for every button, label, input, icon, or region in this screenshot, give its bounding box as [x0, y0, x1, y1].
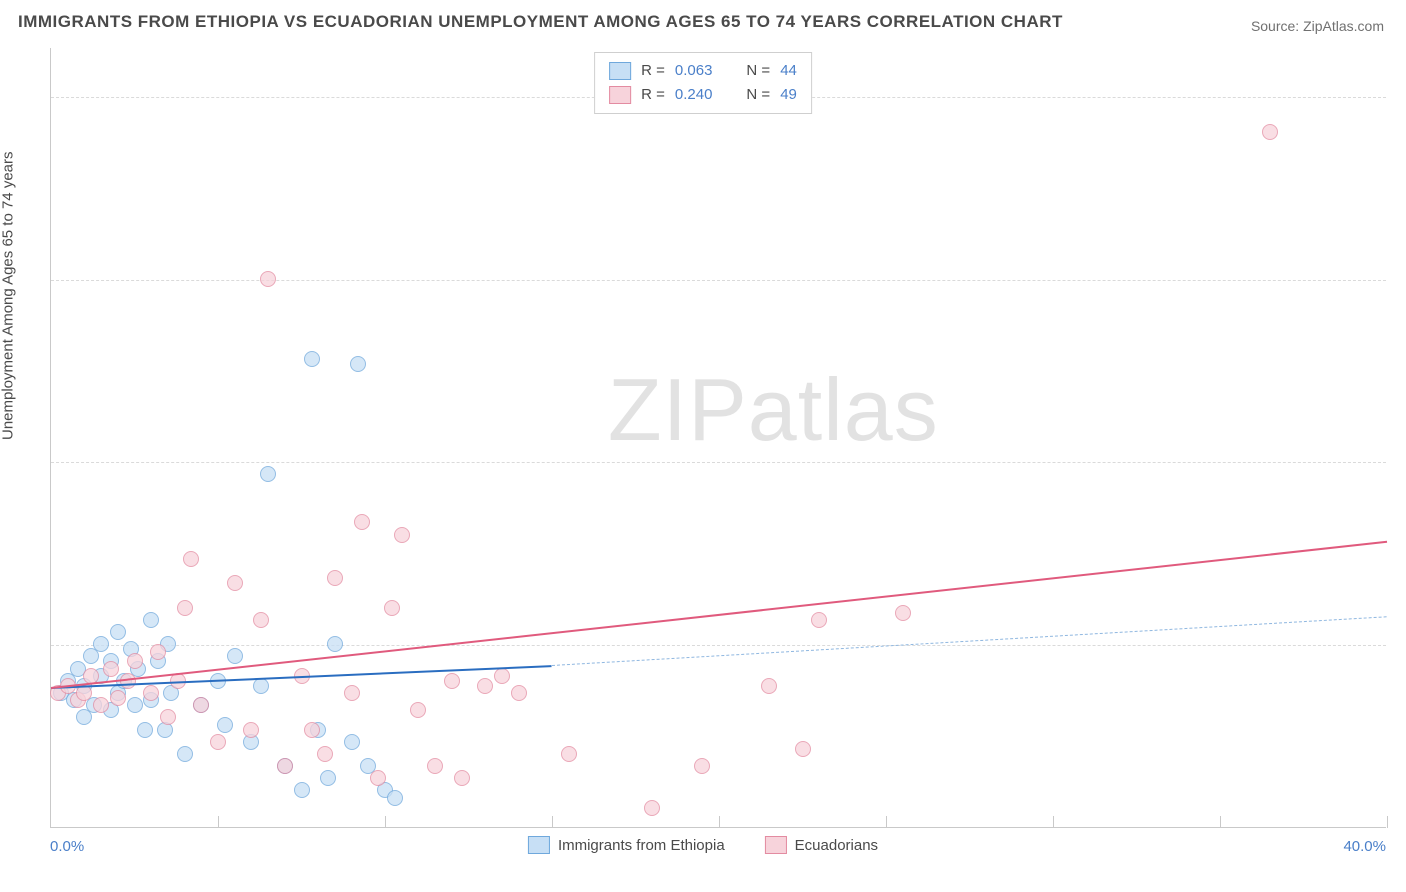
- legend-label: Immigrants from Ethiopia: [558, 837, 725, 854]
- gridline-v: [1387, 816, 1388, 828]
- series-legend: Immigrants from Ethiopia Ecuadorians: [528, 836, 878, 854]
- correlation-legend: R = 0.063 N = 44 R = 0.240 N = 49: [594, 52, 812, 114]
- r-value: 0.063: [675, 59, 713, 83]
- data-point: [143, 685, 159, 701]
- data-point: [253, 612, 269, 628]
- data-point: [494, 668, 510, 684]
- data-point: [177, 600, 193, 616]
- r-label: R =: [641, 59, 665, 83]
- data-point: [227, 575, 243, 591]
- data-point: [243, 722, 259, 738]
- data-point: [561, 746, 577, 762]
- data-point: [227, 648, 243, 664]
- data-point: [304, 722, 320, 738]
- data-point: [193, 697, 209, 713]
- data-point: [350, 356, 366, 372]
- data-point: [127, 653, 143, 669]
- swatch-icon: [528, 836, 550, 854]
- data-point: [811, 612, 827, 628]
- y-tick-label: 15.0%: [1396, 454, 1406, 471]
- data-point: [370, 770, 386, 786]
- data-point: [143, 612, 159, 628]
- data-point: [294, 782, 310, 798]
- legend-stat-row: R = 0.240 N = 49: [609, 83, 797, 107]
- data-point: [444, 673, 460, 689]
- legend-stat-row: R = 0.063 N = 44: [609, 59, 797, 83]
- data-point: [210, 734, 226, 750]
- gridline-v: [1220, 816, 1221, 828]
- data-point: [477, 678, 493, 694]
- data-point: [427, 758, 443, 774]
- data-point: [110, 690, 126, 706]
- data-point: [160, 709, 176, 725]
- r-value: 0.240: [675, 83, 713, 107]
- data-point: [93, 697, 109, 713]
- gridline-v: [218, 816, 219, 828]
- gridline-v: [1053, 816, 1054, 828]
- gridline-h: [51, 645, 1386, 646]
- data-point: [103, 661, 119, 677]
- data-point: [454, 770, 470, 786]
- data-point: [1262, 124, 1278, 140]
- data-point: [795, 741, 811, 757]
- gridline-v: [552, 816, 553, 828]
- data-point: [260, 466, 276, 482]
- source-label: Source: ZipAtlas.com: [1251, 18, 1384, 34]
- data-point: [304, 351, 320, 367]
- data-point: [177, 746, 193, 762]
- legend-item-ecuadorians: Ecuadorians: [765, 836, 878, 854]
- gridline-v: [886, 816, 887, 828]
- x-axis-max-label: 40.0%: [1343, 838, 1386, 855]
- data-point: [344, 734, 360, 750]
- data-point: [317, 746, 333, 762]
- swatch-icon: [765, 836, 787, 854]
- data-point: [260, 271, 276, 287]
- data-point: [387, 790, 403, 806]
- gridline-v: [719, 816, 720, 828]
- y-tick-label: 22.5%: [1396, 271, 1406, 288]
- gridline-h: [51, 462, 1386, 463]
- trend-line: [51, 540, 1387, 688]
- data-point: [761, 678, 777, 694]
- data-point: [183, 551, 199, 567]
- data-point: [137, 722, 153, 738]
- data-point: [150, 644, 166, 660]
- data-point: [511, 685, 527, 701]
- data-point: [93, 636, 109, 652]
- y-tick-label: 30.0%: [1396, 88, 1406, 105]
- chart-title: IMMIGRANTS FROM ETHIOPIA VS ECUADORIAN U…: [18, 12, 1063, 32]
- n-value: 44: [780, 59, 797, 83]
- x-axis-min-label: 0.0%: [50, 838, 84, 855]
- data-point: [394, 527, 410, 543]
- gridline-v: [385, 816, 386, 828]
- data-point: [217, 717, 233, 733]
- data-point: [127, 697, 143, 713]
- trend-line: [552, 616, 1387, 666]
- n-value: 49: [780, 83, 797, 107]
- data-point: [384, 600, 400, 616]
- legend-label: Ecuadorians: [795, 837, 878, 854]
- data-point: [895, 605, 911, 621]
- swatch-icon: [609, 86, 631, 104]
- y-axis-label: Unemployment Among Ages 65 to 74 years: [0, 151, 17, 440]
- data-point: [320, 770, 336, 786]
- n-label: N =: [746, 83, 770, 107]
- data-point: [277, 758, 293, 774]
- swatch-icon: [609, 62, 631, 80]
- data-point: [110, 624, 126, 640]
- r-label: R =: [641, 83, 665, 107]
- data-point: [354, 514, 370, 530]
- data-point: [327, 636, 343, 652]
- data-point: [410, 702, 426, 718]
- data-point: [344, 685, 360, 701]
- data-point: [694, 758, 710, 774]
- gridline-h: [51, 280, 1386, 281]
- data-point: [644, 800, 660, 816]
- plot-area: 7.5%15.0%22.5%30.0%: [50, 48, 1386, 828]
- y-tick-label: 7.5%: [1396, 637, 1406, 654]
- n-label: N =: [746, 59, 770, 83]
- data-point: [327, 570, 343, 586]
- legend-item-ethiopia: Immigrants from Ethiopia: [528, 836, 725, 854]
